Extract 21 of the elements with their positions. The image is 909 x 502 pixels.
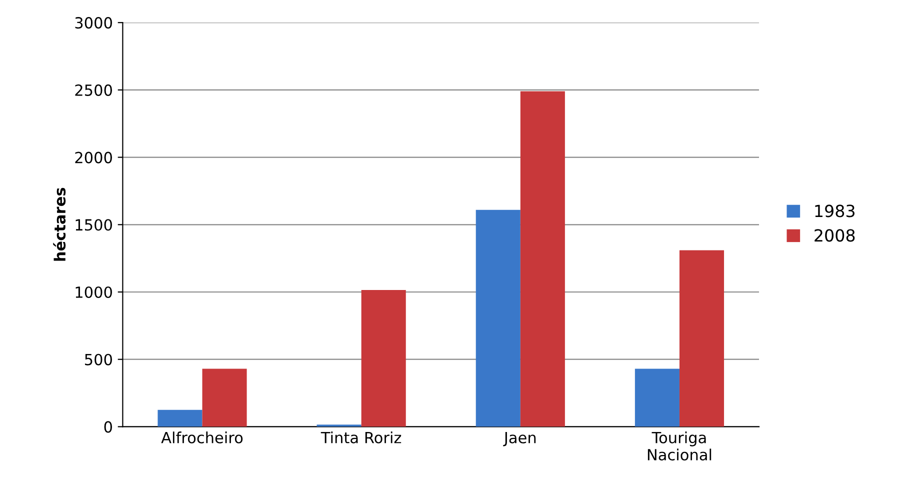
y-tick-label: 500: [85, 354, 112, 366]
x-tick-label: Touriga Nacional: [648, 432, 712, 460]
bar: [361, 290, 406, 427]
x-tick-label: Jaen: [503, 432, 536, 446]
bar: [634, 368, 680, 427]
bar: [202, 368, 247, 427]
y-axis-title: héctares: [53, 188, 66, 261]
bar: [158, 410, 202, 427]
y-tick-label: 2500: [75, 84, 112, 96]
y-tick-label: 2000: [75, 152, 112, 164]
legend-label: 1983: [815, 204, 854, 218]
x-tick-label: Tinta Roriz: [320, 432, 402, 444]
x-tick-label: Alfrocheiro: [161, 432, 243, 444]
y-tick-label: 1000: [76, 286, 112, 298]
y-tick-label: 1500: [76, 219, 112, 231]
legend-label: 2008: [814, 229, 855, 242]
bar: [679, 250, 724, 427]
bar: [520, 91, 565, 427]
bar: [476, 210, 520, 427]
y-tick-label: 3000: [75, 17, 112, 29]
y-tick-label: 0: [104, 421, 112, 433]
